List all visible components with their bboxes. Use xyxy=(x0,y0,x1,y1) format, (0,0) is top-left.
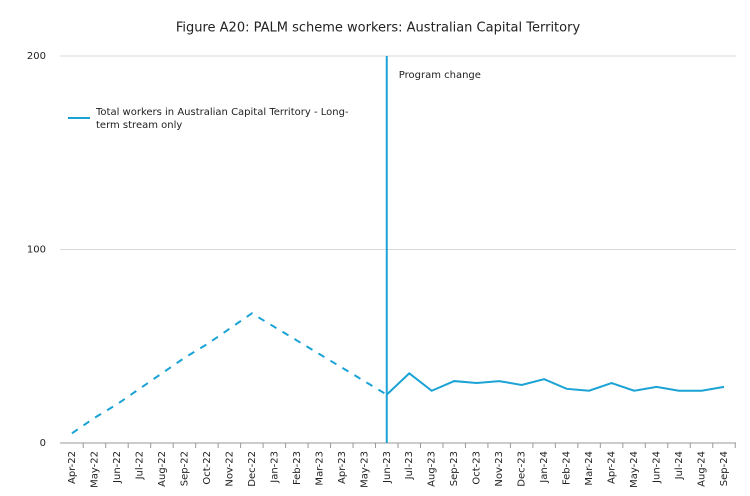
annotation-label: Program change xyxy=(399,70,481,81)
line-series xyxy=(71,312,388,435)
x-tick-label: May-23 xyxy=(359,451,370,488)
x-tick-label: Aug-23 xyxy=(427,451,438,487)
x-tick-label: Sep-24 xyxy=(719,451,730,486)
x-tick-label: Dec-23 xyxy=(517,451,528,487)
x-tick-label: May-22 xyxy=(89,451,100,488)
x-tick-label: Apr-23 xyxy=(337,451,348,484)
x-tick-label: Jun-22 xyxy=(112,451,123,484)
x-tick-label: Aug-22 xyxy=(157,451,168,487)
x-tick-label: Jan-23 xyxy=(269,451,280,484)
x-tick-label: Mar-24 xyxy=(584,451,595,486)
chart-title: Figure A20: PALM scheme workers: Austral… xyxy=(176,21,581,36)
line-series xyxy=(386,372,725,396)
x-tick-label: Mar-23 xyxy=(314,451,325,486)
y-tick-label: 200 xyxy=(27,51,46,62)
x-tick-label: Jan-24 xyxy=(539,451,550,484)
y-tick-label: 0 xyxy=(40,438,46,449)
x-tick-label: Apr-22 xyxy=(67,451,78,484)
x-tick-label: Sep-23 xyxy=(449,451,460,486)
legend-label: Total workers in Australian Capital Terr… xyxy=(96,107,349,131)
x-tick-label: Nov-23 xyxy=(494,451,505,487)
x-tick-label: Jul-22 xyxy=(134,451,145,480)
x-tick-label: Apr-24 xyxy=(607,451,618,484)
y-tick-label: 100 xyxy=(27,245,46,256)
x-tick-label: Feb-24 xyxy=(562,451,573,485)
x-tick-label: Jun-23 xyxy=(382,451,393,484)
legend-swatch xyxy=(68,117,90,119)
x-tick-label: Oct-22 xyxy=(202,451,213,485)
x-tick-label: Nov-22 xyxy=(224,451,235,487)
x-tick-label: May-24 xyxy=(629,451,640,488)
x-tick-label: Feb-23 xyxy=(292,451,303,485)
x-tick-label: Oct-23 xyxy=(472,451,483,485)
x-tick-label: Jun-24 xyxy=(652,451,663,484)
x-tick-label: Jul-23 xyxy=(404,451,415,480)
x-tick-label: Dec-22 xyxy=(247,451,258,487)
x-tick-label: Aug-24 xyxy=(697,451,708,487)
x-tick-label: Jul-24 xyxy=(674,451,685,480)
x-tick-label: Sep-22 xyxy=(179,451,190,486)
